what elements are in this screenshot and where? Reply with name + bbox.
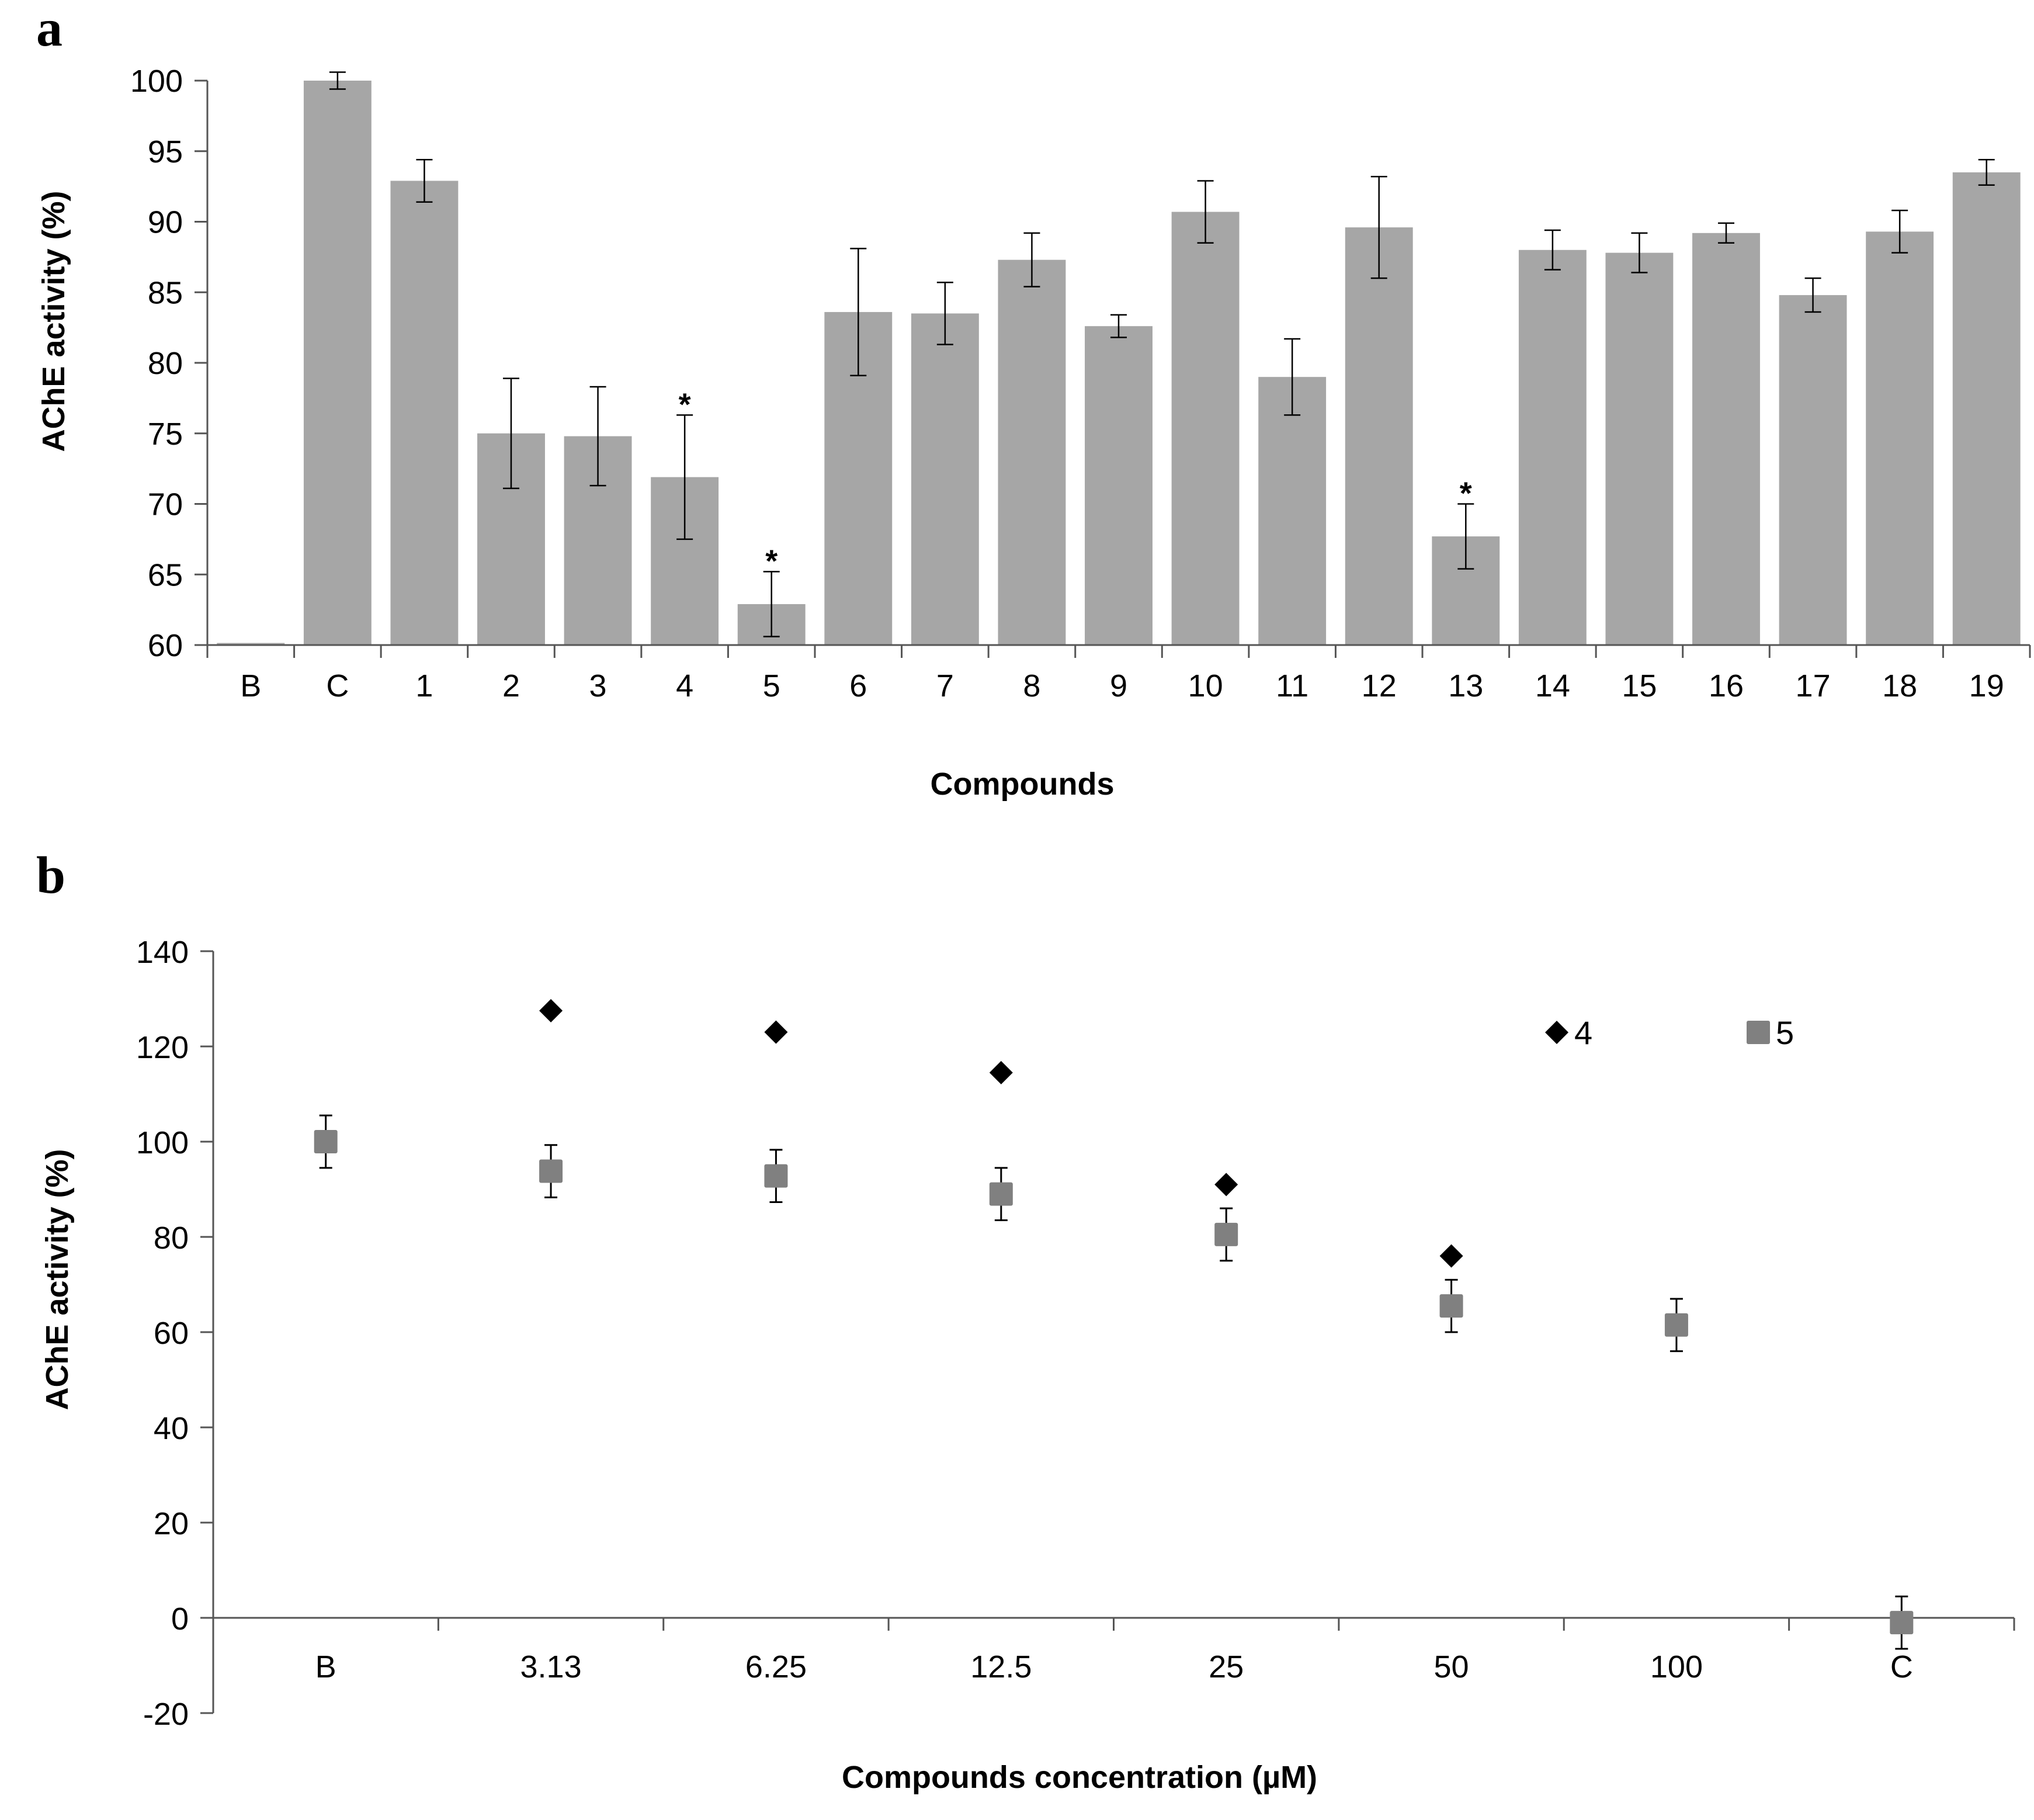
series-5-point [1664,1313,1688,1337]
panel-a-y-tick-label: 100 [130,64,183,99]
panel-b-y-axis-title: AChE activity (%) [40,1149,75,1410]
panel-a-y-tick-label: 75 [148,417,183,452]
panel-b: b AChE activity (%) Compounds concentrat… [36,847,2015,1795]
bar-7 [911,313,979,645]
panel-b-x-tick-label: 12.5 [970,1649,1032,1684]
bar-8 [998,259,1066,646]
panel-a-x-tick-label: 14 [1535,668,1570,703]
series-4-point [539,999,563,1022]
panel-a-x-tick-label: C [326,668,349,703]
panel-a-y-tick-label: 95 [148,134,183,169]
panel-a: a AChE activity (%) Compounds *** 606570… [36,0,2031,802]
panel-a-y-tick-label: 65 [148,557,183,592]
panel-a-x-tick-label: 3 [589,668,607,703]
bar-9 [1085,326,1153,645]
panel-b-y-tick-label: 60 [154,1316,189,1351]
panel-a-x-axis-title: Compounds [931,767,1115,802]
bar-16 [1692,233,1760,645]
significance-star-5: * [765,543,777,578]
series-4-point [764,1020,788,1044]
panel-a-x-tick-label: 10 [1188,668,1223,703]
panel-b-points [314,999,1914,1650]
series-4-point [1439,1244,1463,1268]
series-4-point [989,1060,1013,1084]
panel-b-y-tick-label: 0 [171,1601,189,1637]
panel-a-y-tick-label: 80 [148,346,183,381]
panel-b-x-tick-label: 6.25 [745,1649,807,1684]
series-5-point [1890,1611,1914,1635]
panel-a-x-tick-label: 9 [1110,668,1127,703]
legend-marker-series-4 [1545,1021,1568,1044]
bar-17 [1779,295,1847,646]
panel-a-y-axis-title: AChE activity (%) [36,190,71,452]
panel-a-y-tick-label: 85 [148,275,183,310]
panel-b-y-tick-label: 120 [136,1030,189,1065]
panel-a-x-tick-label: 15 [1622,668,1657,703]
panel-b-y-tick-label: 140 [136,935,189,970]
bar-15 [1605,252,1674,645]
panel-b-axes: -20 0 20 40 60 80 100 120 140 B 3.13 6.25 12.5 25 50 10… [136,935,2015,1732]
panel-a-x-tick-label: 5 [763,668,780,703]
panel-b-x-tick-label: 3.13 [520,1649,582,1684]
panel-b-x-tick-label: 50 [1434,1649,1469,1684]
panel-b-x-tick-label: C [1890,1649,1913,1684]
panel-a-x-tick-label: 16 [1709,668,1744,703]
series-5-point [1214,1222,1238,1246]
bar-11 [1258,377,1327,645]
series-5-point [989,1182,1013,1206]
panel-a-x-tick-label: B [240,668,261,703]
significance-star-4: * [679,387,691,422]
panel-b-x-tick-label: 100 [1650,1649,1703,1684]
panel-b-y-tick-label: 80 [154,1221,189,1256]
panel-a-letter: a [36,0,63,57]
bar-1 [390,181,459,646]
panel-a-bars: * * * [217,71,2021,646]
panel-b-x-tick-label: 25 [1209,1649,1244,1684]
series-5-point [1439,1294,1463,1318]
panel-a-x-tick-label: 6 [849,668,867,703]
panel-b-y-tick-label: 100 [136,1125,189,1160]
series-4-point [1214,1173,1238,1197]
panel-a-y-tick-label: 60 [148,628,183,663]
panel-a-y-tick-label: 90 [148,205,183,240]
panel-b-y-tick-label: 20 [154,1506,189,1541]
panel-b-x-tick-label: B [315,1649,336,1684]
panel-a-x-tick-label: 1 [415,668,433,703]
bar-12 [1345,227,1413,645]
panel-b-letter: b [36,847,65,904]
series-5-point [539,1159,563,1183]
panel-a-x-tick-label: 12 [1362,668,1397,703]
legend-marker-series-5 [1747,1021,1770,1044]
panel-a-x-tick-label: 2 [502,668,520,703]
bar-14 [1518,249,1587,645]
panel-a-x-tick-label: 7 [936,668,954,703]
panel-b-x-axis-title: Compounds concentration (µM) [842,1760,1317,1795]
panel-b-y-tick-label: 40 [154,1411,189,1446]
bar-C [303,81,372,645]
series-5-point [764,1164,788,1188]
panel-a-y-tick-label: 70 [148,487,183,522]
significance-star-13: * [1460,476,1472,511]
panel-a-x-tick-label: 8 [1023,668,1040,703]
panel-b-y-tick-label: -20 [143,1697,189,1732]
panel-a-x-tick-label: 11 [1276,668,1308,703]
panel-a-x-tick-label: 19 [1969,668,2004,703]
legend-label-series-4: 4 [1574,1014,1592,1051]
series-5-point [314,1130,338,1153]
bar-18 [1866,231,1934,645]
panel-a-x-tick-label: 13 [1448,668,1483,703]
legend-label-series-5: 5 [1776,1014,1794,1051]
bar-19 [1952,172,2021,646]
panel-a-x-tick-label: 18 [1882,668,1917,703]
bar-10 [1171,212,1240,646]
panel-a-x-tick-label: 17 [1796,668,1831,703]
panel-a-x-tick-label: 4 [676,668,693,703]
